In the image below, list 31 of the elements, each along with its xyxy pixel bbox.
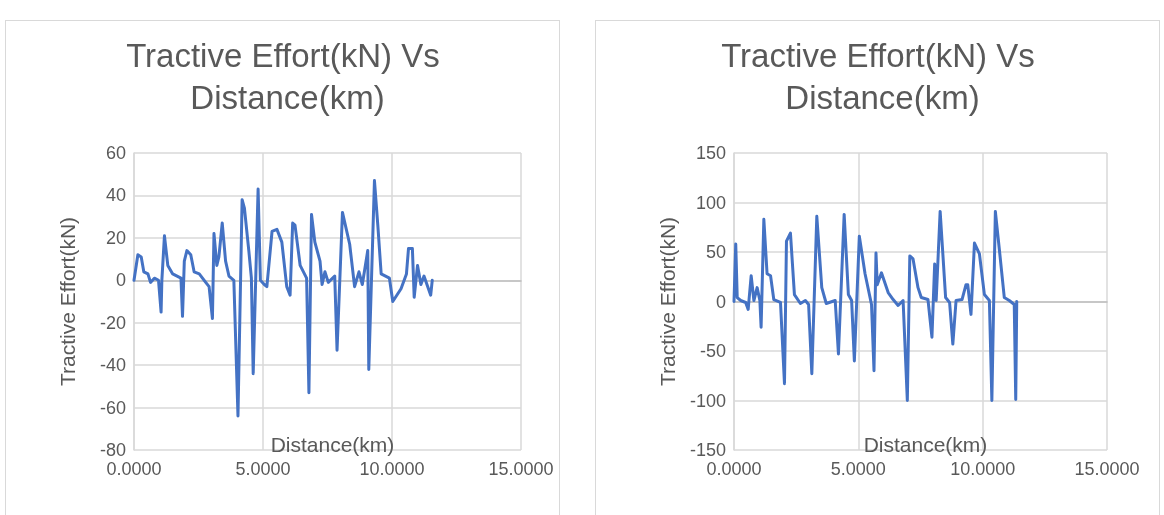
y-tick-label: -60 xyxy=(99,397,126,418)
y-tick-label: 20 xyxy=(105,227,126,248)
y-tick-label: 100 xyxy=(695,192,726,213)
chart-title: Tractive Effort(kN) Vs Distance(km) xyxy=(126,36,449,116)
y-tick-label: 0 xyxy=(715,291,726,312)
chart-title: Tractive Effort(kN) Vs Distance(km) xyxy=(721,36,1044,116)
y-tick-label: 60 xyxy=(105,143,126,163)
y-tick-label: 50 xyxy=(705,242,726,262)
y-tick-label: 40 xyxy=(105,185,126,206)
x-tick-label: 15.0000 xyxy=(1074,459,1140,479)
x-tick-label: 0.0000 xyxy=(106,459,162,479)
y-tick-label: 0 xyxy=(115,270,126,291)
line-series xyxy=(132,179,434,418)
y-tick-label: -80 xyxy=(99,440,126,460)
y-tick-label: -150 xyxy=(689,440,726,460)
y-tick-label: 150 xyxy=(695,143,726,163)
line-series xyxy=(732,209,1019,402)
x-tick-label: 15.0000 xyxy=(488,459,554,479)
y-axis-title: Tractive Effort(kN) xyxy=(656,216,679,387)
x-tick-label: 5.0000 xyxy=(830,459,886,479)
x-tick-label: 10.0000 xyxy=(359,459,425,479)
y-axis-title: Tractive Effort(kN) xyxy=(56,216,79,387)
y-tick-label: -40 xyxy=(99,355,126,376)
x-tick-label: 5.0000 xyxy=(235,459,291,479)
x-tick-label: 0.0000 xyxy=(706,459,762,479)
y-tick-label: -20 xyxy=(99,312,126,333)
x-axis-title: Distance(km) xyxy=(270,433,395,456)
x-axis-title: Distance(km) xyxy=(863,433,988,456)
y-tick-label: -50 xyxy=(699,341,726,361)
y-tick-label: -100 xyxy=(689,390,726,411)
x-tick-label: 10.0000 xyxy=(950,459,1016,479)
